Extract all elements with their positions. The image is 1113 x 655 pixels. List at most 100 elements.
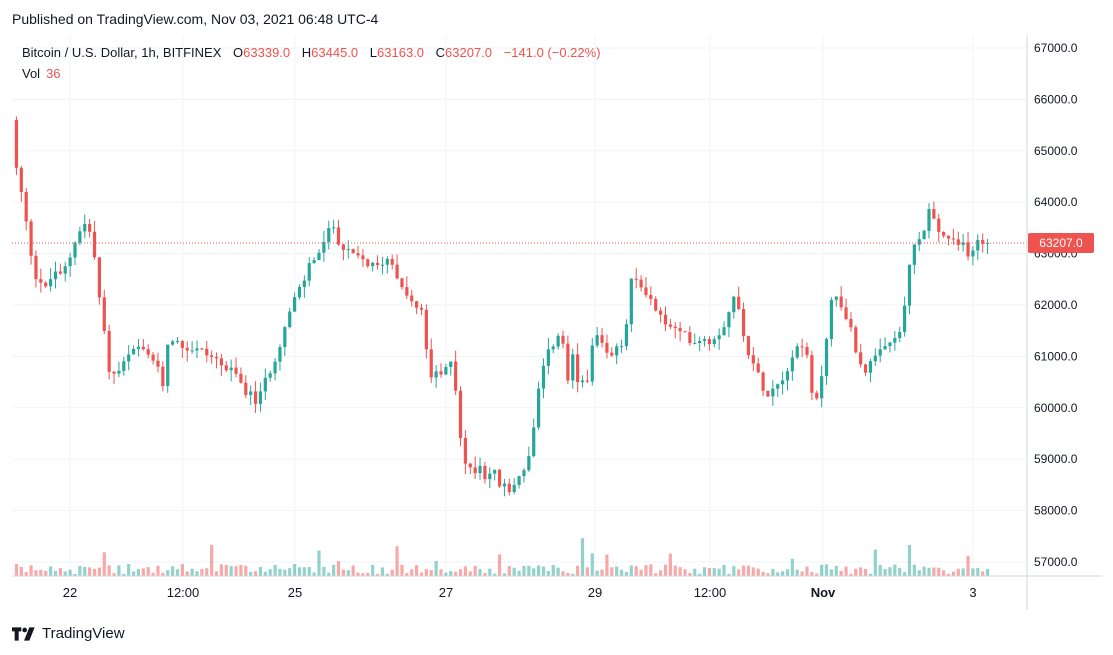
volume-bar (239, 564, 243, 576)
volume-bar (985, 568, 990, 576)
candle-body (205, 348, 209, 356)
time-tick-label: 22 (63, 585, 77, 600)
volume-bar (268, 569, 272, 576)
volume-bar (971, 568, 975, 576)
volume-bar (976, 567, 980, 576)
candle-body (883, 346, 887, 350)
time-tick-label: 12:00 (694, 585, 727, 600)
volume-bar (615, 566, 619, 576)
volume-bar (78, 565, 82, 576)
volume-bar (473, 566, 477, 576)
candle-body (722, 327, 726, 336)
candle-body (546, 349, 550, 366)
volume-bar (488, 568, 492, 576)
volume-bar (258, 566, 263, 576)
volume-bar (34, 570, 38, 576)
volume-bar (127, 564, 131, 576)
volume-bar (815, 573, 819, 576)
volume-bar (956, 568, 960, 576)
candle-body (746, 336, 751, 356)
candle-body (732, 296, 736, 313)
volume-bar (156, 565, 160, 576)
volume-bar (707, 568, 711, 576)
volume-bar (288, 568, 292, 576)
candle-body (249, 391, 253, 395)
volume-bar (468, 571, 472, 576)
candle-body (976, 240, 980, 251)
candle-body (717, 335, 721, 340)
volume-bar (580, 538, 585, 576)
low-value: 63163.0 (377, 45, 425, 60)
volume-bar (205, 568, 209, 576)
volume-bar (737, 569, 741, 576)
volume-bar (683, 569, 687, 576)
volume-bar (551, 565, 555, 576)
candle-body (219, 358, 223, 366)
candle-body (415, 301, 419, 308)
candle-body (317, 252, 321, 261)
volume-bar (493, 573, 497, 576)
volume-bar (39, 569, 43, 576)
volume-bar (839, 570, 843, 576)
volume-bar (97, 567, 101, 576)
volume-bar (829, 569, 833, 576)
volume-bar (463, 566, 467, 576)
candle-body (171, 341, 175, 345)
volume-bar (297, 567, 302, 576)
candle-body (478, 465, 482, 474)
volume-bar (200, 569, 204, 576)
volume-bar (781, 571, 785, 576)
candle-body (854, 327, 858, 353)
chart-area[interactable]: 57000.0 58000.0 59000.0 60000.0 61000.0 62000… (12, 35, 1102, 610)
volume-bar (356, 572, 360, 576)
volume-bar (107, 565, 111, 576)
volume-bar (175, 569, 180, 576)
candle-body (44, 282, 48, 287)
volume-bar (917, 570, 921, 576)
volume-bar (702, 567, 707, 576)
candle-body (161, 366, 165, 386)
candle-body (961, 242, 965, 245)
candle-body (810, 355, 814, 393)
candle-body (659, 310, 663, 315)
price-tick-label: 60000.0 (1034, 401, 1078, 415)
volume-bar (507, 566, 511, 576)
candle-body (849, 318, 853, 328)
candle-body (24, 191, 28, 222)
candle-body (873, 355, 877, 362)
candle-body (951, 238, 955, 240)
volume-bar (903, 572, 907, 576)
volume-bar (229, 566, 233, 576)
candle-body (92, 231, 97, 258)
volume-bar (771, 569, 775, 576)
volume-bar (888, 567, 892, 576)
volume-bar (312, 572, 316, 576)
candle-body (410, 295, 414, 302)
volume-bar (942, 570, 946, 576)
volume-bar (332, 564, 336, 576)
candle-body (522, 470, 526, 477)
volume-bar (390, 569, 394, 576)
candle-body (361, 255, 365, 260)
volume-bar (102, 552, 106, 576)
candle-body (400, 278, 404, 288)
volume-bar (395, 546, 399, 576)
candle-body (790, 357, 794, 372)
volume-bar (244, 565, 248, 576)
candle-body (390, 258, 394, 265)
candle-body (483, 465, 487, 480)
candle-body (493, 469, 497, 474)
volume-bar (800, 571, 804, 576)
volume-bar (746, 565, 751, 576)
price-tick-label: 64000.0 (1034, 195, 1078, 209)
price-tick-label: 61000.0 (1034, 349, 1078, 363)
volume-bar (253, 571, 258, 576)
price-tick-label: 67000.0 (1034, 41, 1078, 55)
candle-body (878, 349, 882, 356)
candle-body (834, 296, 838, 300)
volume-bar (210, 544, 214, 576)
candle-body (551, 346, 555, 350)
volume-bar (868, 573, 873, 576)
candle-body (663, 314, 668, 325)
footer-brand[interactable]: TradingView (12, 625, 125, 642)
